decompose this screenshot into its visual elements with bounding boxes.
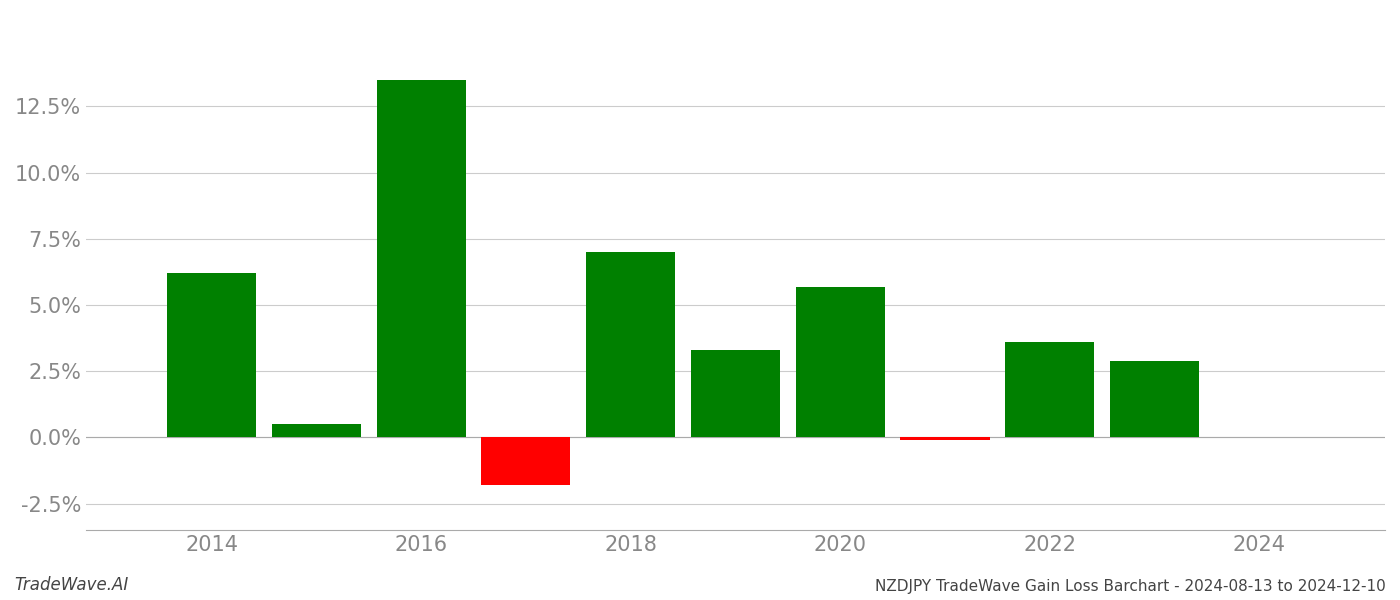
Text: TradeWave.AI: TradeWave.AI bbox=[14, 576, 129, 594]
Bar bbox=[900, 437, 990, 440]
Bar bbox=[167, 273, 256, 437]
Bar bbox=[377, 80, 466, 437]
Bar bbox=[272, 424, 361, 437]
Bar bbox=[692, 350, 780, 437]
Bar bbox=[587, 252, 675, 437]
Bar bbox=[1005, 342, 1095, 437]
Bar bbox=[482, 437, 570, 485]
Bar bbox=[795, 287, 885, 437]
Text: NZDJPY TradeWave Gain Loss Barchart - 2024-08-13 to 2024-12-10: NZDJPY TradeWave Gain Loss Barchart - 20… bbox=[875, 579, 1386, 594]
Bar bbox=[1110, 361, 1198, 437]
